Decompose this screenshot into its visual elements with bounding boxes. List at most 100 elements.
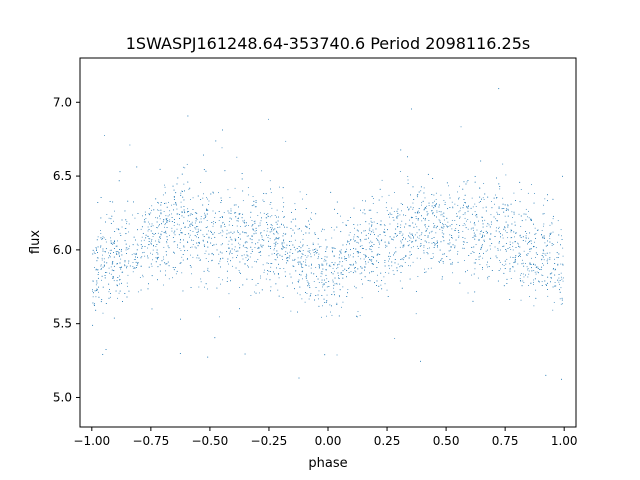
data-point [482, 220, 483, 222]
data-point [389, 267, 390, 269]
data-point [240, 272, 241, 274]
data-point [180, 318, 181, 320]
data-point [317, 258, 319, 260]
data-point [187, 227, 189, 228]
data-point [336, 226, 338, 228]
data-point [184, 167, 186, 169]
data-point [176, 228, 178, 230]
data-point [158, 209, 160, 211]
data-point [489, 245, 491, 247]
data-point [325, 251, 327, 252]
data-point [191, 246, 193, 248]
data-point [157, 279, 158, 281]
data-point [353, 236, 355, 238]
y-axis: 5.05.56.06.57.0 [53, 95, 80, 404]
data-point [297, 251, 299, 253]
data-point [340, 251, 342, 253]
data-point [447, 226, 448, 228]
data-point [349, 232, 351, 233]
data-point [560, 303, 562, 305]
data-point [219, 260, 221, 262]
data-point [252, 224, 253, 226]
data-point [290, 228, 292, 229]
data-point [97, 257, 99, 259]
data-point [557, 263, 559, 265]
data-point [536, 254, 538, 255]
data-point [544, 237, 545, 239]
data-point [247, 187, 249, 189]
data-point [214, 232, 215, 234]
data-point [165, 232, 167, 234]
data-point [443, 226, 445, 228]
data-point [260, 245, 262, 247]
data-point [250, 295, 252, 296]
data-point [436, 211, 438, 213]
data-point [94, 253, 96, 254]
data-point [165, 215, 167, 217]
data-point [365, 238, 367, 240]
data-point [465, 227, 467, 229]
data-point [184, 211, 185, 213]
data-point [226, 229, 228, 231]
data-point [374, 282, 375, 284]
data-point [479, 255, 481, 257]
data-point [371, 241, 373, 243]
data-point [244, 353, 246, 355]
data-point [121, 226, 123, 228]
data-point [334, 248, 336, 249]
data-point [157, 256, 159, 258]
data-point [407, 179, 409, 181]
data-point [299, 228, 300, 230]
data-point [116, 245, 118, 247]
data-point [452, 272, 454, 274]
data-point [101, 299, 103, 301]
data-point [502, 203, 504, 205]
data-point [452, 237, 453, 239]
data-point [342, 244, 344, 246]
data-point [342, 261, 344, 262]
data-point [322, 286, 323, 288]
data-point [321, 282, 323, 283]
data-point [440, 241, 442, 243]
data-point [273, 271, 274, 273]
data-point [396, 210, 398, 212]
data-point [321, 273, 323, 275]
data-point [125, 249, 127, 251]
data-point [183, 206, 185, 207]
data-point [230, 260, 231, 262]
data-point [509, 299, 511, 300]
data-point [372, 264, 374, 265]
data-point [101, 267, 102, 269]
data-point [434, 205, 436, 206]
data-point [306, 227, 308, 228]
data-point [500, 268, 501, 270]
data-point [474, 234, 476, 236]
data-point [269, 238, 271, 240]
data-point [286, 257, 288, 259]
data-point [433, 205, 435, 206]
data-point [410, 265, 411, 267]
data-point [254, 291, 255, 293]
data-point [115, 290, 117, 292]
data-point [276, 254, 278, 256]
data-point [410, 206, 412, 208]
data-point [527, 243, 528, 245]
data-point [422, 200, 424, 202]
data-point [478, 239, 480, 241]
data-point [318, 253, 320, 255]
data-point [321, 263, 323, 265]
data-point [449, 239, 450, 241]
data-point [160, 233, 162, 235]
data-point [246, 254, 248, 256]
data-point [518, 256, 519, 257]
data-point [462, 230, 464, 232]
data-point [184, 250, 186, 252]
data-point [126, 253, 127, 254]
x-tick-label: 0.00 [315, 434, 342, 448]
data-point [242, 213, 244, 215]
data-point [260, 220, 262, 222]
data-point [119, 232, 121, 234]
data-point [237, 232, 239, 233]
data-point [549, 224, 551, 226]
data-point [239, 238, 241, 240]
